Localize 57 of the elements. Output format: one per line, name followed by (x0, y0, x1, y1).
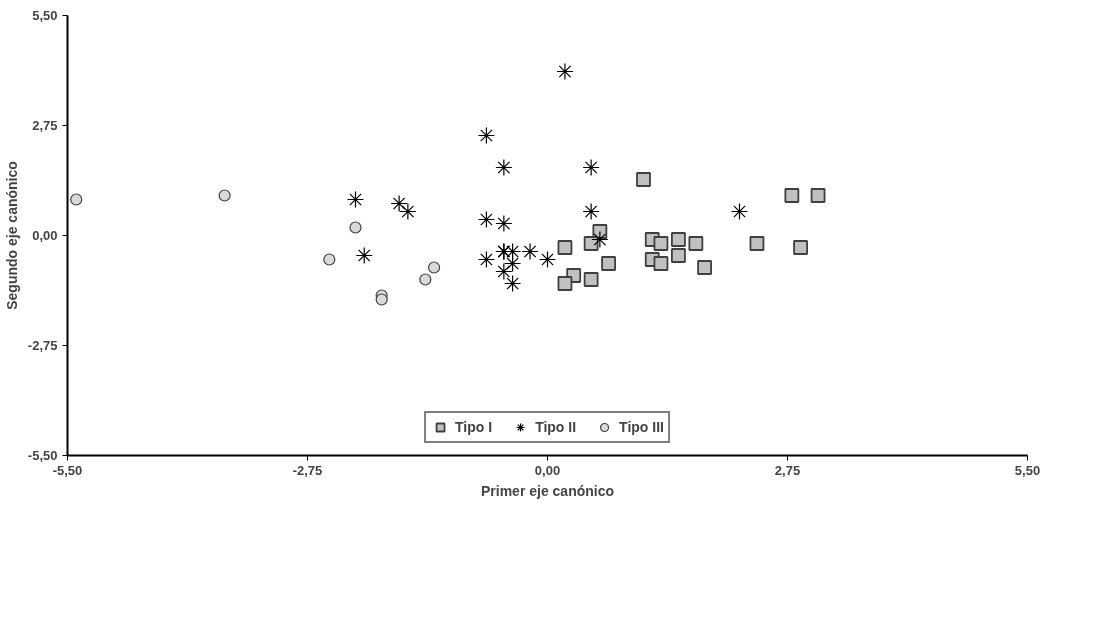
point (477, 250, 496, 269)
point (346, 190, 365, 209)
point (582, 202, 600, 221)
point (784, 188, 800, 203)
point (355, 246, 373, 265)
x-tick-label: 2,75 (774, 462, 801, 478)
point (218, 189, 231, 202)
point (495, 214, 513, 233)
point (495, 262, 513, 281)
point (697, 260, 712, 275)
x-tick-label: 5,50 (1014, 462, 1041, 478)
point (591, 230, 609, 249)
legend-label: Tipo I (455, 419, 493, 435)
y-tick-label: -2,75 (27, 338, 58, 353)
point (323, 253, 336, 266)
point (601, 256, 616, 271)
point (477, 210, 496, 229)
y-axis-title: Segundo eje canónico (3, 161, 20, 310)
point (70, 193, 83, 206)
y-tick-label: 5,50 (32, 8, 58, 23)
point (671, 232, 686, 247)
point (653, 236, 669, 251)
point (390, 194, 408, 213)
point (349, 221, 362, 234)
point (583, 236, 599, 251)
x-tick-label: 0,00 (534, 462, 561, 478)
point (557, 240, 573, 255)
point (375, 293, 388, 306)
point (495, 158, 513, 177)
y-tick-label: 0,00 (32, 228, 58, 243)
point (556, 62, 574, 81)
point (583, 272, 599, 287)
point (730, 202, 749, 221)
point (419, 273, 432, 286)
point (688, 236, 704, 251)
point (810, 188, 826, 203)
x-tick-label: -2,75 (292, 462, 323, 478)
point (503, 274, 522, 293)
point (582, 158, 600, 177)
point (749, 236, 765, 251)
point (477, 126, 496, 145)
legend-label: Tipo III (619, 419, 664, 435)
point (521, 242, 539, 261)
x-axis-title: Primer eje canónico (480, 482, 615, 499)
point (557, 276, 573, 291)
x-tick-label: -5,50 (52, 462, 83, 478)
point (653, 256, 669, 271)
point (538, 250, 557, 269)
point (671, 248, 686, 263)
point (427, 261, 441, 274)
y-tick-label: -5,50 (27, 448, 58, 463)
legend-label: Tipo II (535, 419, 577, 435)
point (503, 254, 522, 273)
y-tick-label: 2,75 (32, 118, 58, 133)
point (399, 202, 417, 221)
point (636, 172, 651, 187)
point (793, 240, 808, 255)
